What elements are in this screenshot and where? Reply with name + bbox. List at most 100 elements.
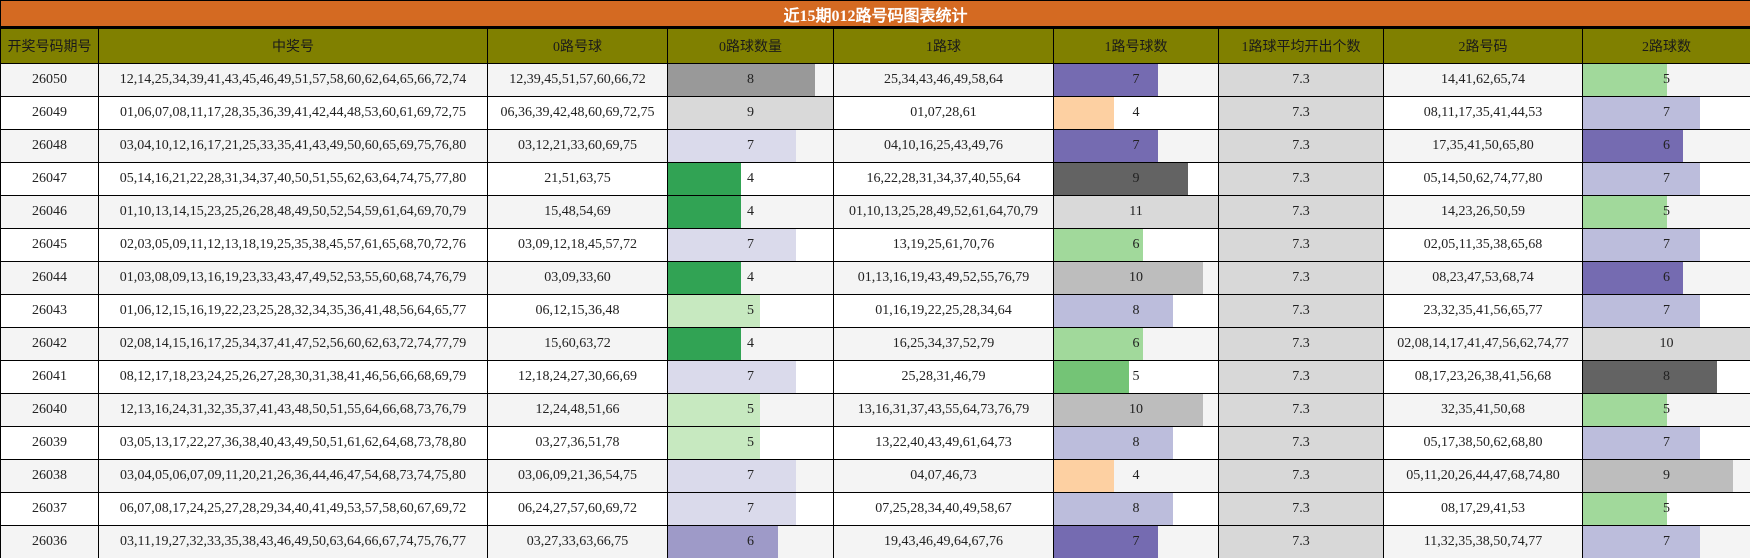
data-bar bbox=[1583, 196, 1667, 228]
one-count-cell: 10 bbox=[1053, 393, 1219, 427]
two-balls-cell: 08,17,29,41,53 bbox=[1383, 492, 1583, 526]
zero-count-cell: 4 bbox=[667, 261, 834, 295]
bar-value: 7 bbox=[1663, 171, 1671, 186]
two-count-cell: 10 bbox=[1581, 327, 1750, 361]
numbers-cell: 06,07,08,17,24,25,27,28,29,34,40,41,49,5… bbox=[98, 492, 488, 526]
bar-value: 7 bbox=[1132, 534, 1140, 549]
bar-value: 11 bbox=[1129, 204, 1143, 219]
bar-value: 7 bbox=[1663, 435, 1671, 450]
numbers-cell: 12,13,16,24,31,32,35,37,41,43,48,50,51,5… bbox=[98, 393, 488, 427]
data-bar bbox=[668, 163, 742, 195]
one-count-cell: 7 bbox=[1053, 129, 1219, 163]
table-row: 26047 05,14,16,21,22,28,31,34,37,40,50,51… bbox=[0, 162, 1750, 196]
one-avg-cell: 7.3 bbox=[1218, 96, 1384, 130]
table-row: 26037 06,07,08,17,24,25,27,28,29,34,40,41… bbox=[0, 492, 1750, 526]
zero-balls-cell: 03,09,12,18,45,57,72 bbox=[487, 228, 668, 262]
one-balls-cell: 25,28,31,46,79 bbox=[833, 360, 1054, 394]
one-balls-cell: 07,25,28,34,40,49,58,67 bbox=[833, 492, 1054, 526]
data-bar bbox=[1583, 163, 1700, 195]
two-count-cell: 7 bbox=[1581, 96, 1750, 130]
period-cell: 26038 bbox=[0, 459, 99, 493]
bar-value: 4 bbox=[1132, 468, 1140, 483]
numbers-cell: 12,14,25,34,39,41,43,45,46,49,51,57,58,6… bbox=[98, 63, 488, 97]
data-bar bbox=[1583, 130, 1684, 162]
period-cell: 26036 bbox=[0, 525, 99, 558]
data-bar bbox=[668, 196, 742, 228]
zero-count-cell: 4 bbox=[667, 162, 834, 196]
two-balls-cell: 08,23,47,53,68,74 bbox=[1383, 261, 1583, 295]
two-count-cell: 6 bbox=[1581, 261, 1750, 295]
header-one-avg: 1路球平均开出个数 bbox=[1218, 27, 1384, 64]
table-row: 26049 01,06,07,08,11,17,28,35,36,39,41,42… bbox=[0, 96, 1750, 130]
one-balls-cell: 04,10,16,25,43,49,76 bbox=[833, 129, 1054, 163]
bar-value: 5 bbox=[1663, 501, 1671, 516]
period-cell: 26050 bbox=[0, 63, 99, 97]
zero-count-cell: 7 bbox=[667, 129, 834, 163]
zero-balls-cell: 03,06,09,21,36,54,75 bbox=[487, 459, 668, 493]
bar-value: 8 bbox=[747, 72, 754, 87]
zero-balls-cell: 12,24,48,51,66 bbox=[487, 393, 668, 427]
bar-value: 6 bbox=[1663, 270, 1671, 285]
one-balls-cell: 16,25,34,37,52,79 bbox=[833, 327, 1054, 361]
header-one-balls: 1路球 bbox=[833, 27, 1054, 64]
data-bar bbox=[1054, 163, 1189, 195]
bar-value: 7 bbox=[1663, 534, 1671, 549]
one-avg-cell: 7.3 bbox=[1218, 360, 1384, 394]
two-balls-cell: 11,32,35,38,50,74,77 bbox=[1383, 525, 1583, 558]
numbers-cell: 02,03,05,09,11,12,13,18,19,25,35,38,45,5… bbox=[98, 228, 488, 262]
one-balls-cell: 25,34,43,46,49,58,64 bbox=[833, 63, 1054, 97]
period-cell: 26039 bbox=[0, 426, 99, 460]
zero-count-cell: 7 bbox=[667, 459, 834, 493]
two-balls-cell: 23,32,35,41,56,65,77 bbox=[1383, 294, 1583, 328]
one-avg-cell: 7.3 bbox=[1218, 492, 1384, 526]
bar-value: 7 bbox=[1132, 72, 1140, 87]
bar-value: 5 bbox=[747, 303, 754, 318]
data-bar bbox=[668, 64, 815, 96]
bar-value: 9 bbox=[1663, 468, 1671, 483]
one-balls-cell: 13,16,31,37,43,55,64,73,76,79 bbox=[833, 393, 1054, 427]
zero-count-cell: 4 bbox=[667, 327, 834, 361]
zero-count-cell: 5 bbox=[667, 294, 834, 328]
one-count-cell: 6 bbox=[1053, 228, 1219, 262]
bar-value: 4 bbox=[747, 270, 754, 285]
zero-count-cell: 9 bbox=[667, 96, 834, 130]
header-zero-count: 0路球数量 bbox=[667, 27, 834, 64]
two-balls-cell: 02,08,14,17,41,47,56,62,74,77 bbox=[1383, 327, 1583, 361]
two-balls-cell: 08,11,17,35,41,44,53 bbox=[1383, 96, 1583, 130]
period-cell: 26047 bbox=[0, 162, 99, 196]
bar-value: 7 bbox=[1663, 303, 1671, 318]
bar-value: 5 bbox=[747, 402, 754, 417]
data-bar bbox=[1054, 196, 1218, 228]
numbers-cell: 03,11,19,27,32,33,35,38,43,46,49,50,63,6… bbox=[98, 525, 488, 558]
bar-value: 4 bbox=[747, 171, 754, 186]
bar-value: 7 bbox=[747, 501, 754, 516]
bar-value: 7 bbox=[1132, 138, 1140, 153]
bar-value: 10 bbox=[1659, 336, 1674, 351]
one-count-cell: 8 bbox=[1053, 294, 1219, 328]
two-count-cell: 5 bbox=[1581, 63, 1750, 97]
data-bar bbox=[1054, 97, 1114, 129]
data-bar bbox=[1054, 526, 1159, 558]
zero-count-cell: 5 bbox=[667, 393, 834, 427]
bar-value: 8 bbox=[1132, 303, 1140, 318]
one-count-cell: 10 bbox=[1053, 261, 1219, 295]
two-balls-cell: 14,23,26,50,59 bbox=[1383, 195, 1583, 229]
one-balls-cell: 19,43,46,49,64,67,76 bbox=[833, 525, 1054, 558]
data-bar bbox=[668, 394, 760, 426]
one-avg-cell: 7.3 bbox=[1218, 129, 1384, 163]
data-bar bbox=[1054, 328, 1144, 360]
zero-balls-cell: 03,27,33,63,66,75 bbox=[487, 525, 668, 558]
period-cell: 26040 bbox=[0, 393, 99, 427]
period-cell: 26041 bbox=[0, 360, 99, 394]
one-count-cell: 7 bbox=[1053, 525, 1219, 558]
table-row: 26038 03,04,05,06,07,09,11,20,21,26,36,44… bbox=[0, 459, 1750, 493]
bar-value: 8 bbox=[1132, 501, 1140, 516]
header-numbers: 中奖号 bbox=[98, 27, 488, 64]
one-balls-cell: 01,07,28,61 bbox=[833, 96, 1054, 130]
numbers-cell: 02,08,14,15,16,17,25,34,37,41,47,52,56,6… bbox=[98, 327, 488, 361]
data-bar bbox=[668, 526, 778, 558]
period-cell: 26046 bbox=[0, 195, 99, 229]
data-bar bbox=[668, 130, 797, 162]
numbers-cell: 03,05,13,17,22,27,36,38,40,43,49,50,51,6… bbox=[98, 426, 488, 460]
data-bar bbox=[1054, 229, 1144, 261]
